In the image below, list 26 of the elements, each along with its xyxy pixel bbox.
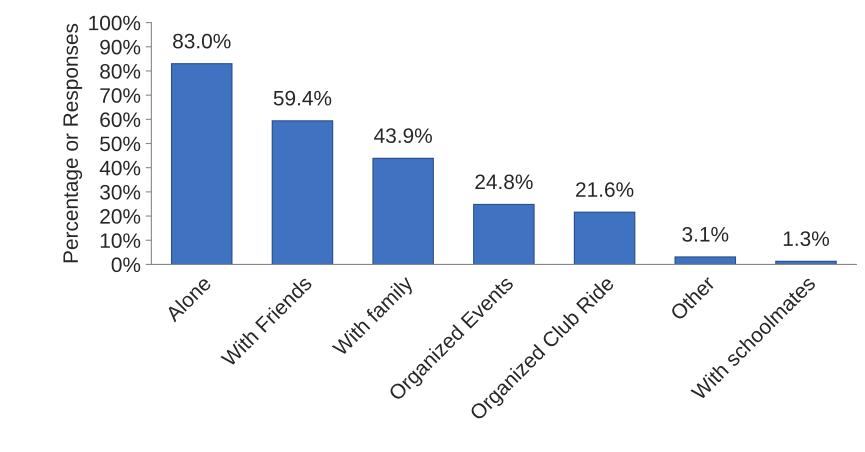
- data-label: 3.1%: [682, 226, 728, 242]
- y-axis-title: Percentage or Responses: [63, 24, 82, 262]
- y-tick-label: 20%: [100, 209, 140, 224]
- y-tick-label: 90%: [100, 40, 140, 55]
- y-tick-label: 60%: [100, 112, 140, 128]
- y-tick-label: 100%: [89, 16, 140, 30]
- y-tick-label: 30%: [100, 184, 140, 200]
- data-label: 21.6%: [576, 182, 634, 197]
- y-tick-label: 40%: [100, 160, 140, 176]
- bar: [170, 63, 232, 264]
- bar: [775, 260, 837, 264]
- data-label: 1.3%: [784, 231, 829, 246]
- data-label: 43.9%: [374, 128, 432, 144]
- bar: [272, 120, 334, 264]
- y-tick-label: 80%: [100, 64, 140, 79]
- bar: [473, 204, 535, 264]
- bar: [574, 212, 636, 264]
- bar: [372, 158, 434, 264]
- y-tick-label: 70%: [100, 88, 140, 103]
- data-label: 24.8%: [475, 174, 533, 190]
- y-tick-label: 0%: [112, 257, 140, 272]
- y-tick-label: 10%: [100, 233, 140, 248]
- data-label: 83.0%: [173, 34, 231, 48]
- data-label: 59.4%: [274, 90, 332, 106]
- y-tick-label: 50%: [100, 136, 140, 152]
- bar: [674, 256, 736, 264]
